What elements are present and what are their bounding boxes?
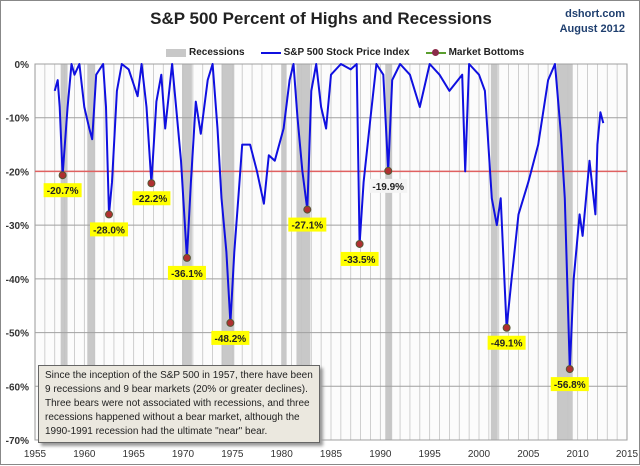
data-label: -20.7%: [47, 186, 79, 197]
x-tick-label: 1965: [123, 449, 146, 460]
data-label: -48.2%: [215, 334, 247, 345]
market-bottom-marker: [182, 253, 191, 262]
x-tick-label: 1970: [172, 449, 195, 460]
recession-band: [87, 64, 96, 440]
y-tick-label: -20%: [6, 167, 29, 178]
data-label: -33.5%: [344, 255, 376, 266]
data-label: -36.1%: [171, 269, 203, 280]
data-label-bg: [340, 251, 379, 266]
market-bottom-marker: [58, 171, 67, 180]
x-tick-label: 1960: [73, 449, 96, 460]
legend-bottoms: Market Bottoms: [425, 47, 525, 58]
marker-swatch: [425, 48, 446, 56]
annotation-box: Since the inception of the S&P 500 in 19…: [38, 365, 320, 443]
y-tick-label: -70%: [6, 436, 29, 447]
source-site: dshort.com: [565, 8, 625, 20]
data-label: -28.0%: [93, 225, 125, 236]
recession-band: [385, 64, 393, 440]
data-label: -56.8%: [554, 380, 586, 391]
legend-index: S&P 500 Stock Price Index: [260, 47, 410, 58]
x-tick-label: 2005: [517, 449, 540, 460]
chart-title: S&P 500 Percent of Highs and Recessions: [150, 9, 492, 28]
note-line: recessions happened without a bear marke…: [45, 412, 300, 423]
source-date: August 2012: [559, 23, 625, 35]
data-label-bg: [132, 191, 171, 206]
market-bottom-marker: [303, 205, 312, 214]
market-bottom-marker: [226, 318, 235, 327]
line-swatch: [260, 51, 281, 54]
data-label: -22.2%: [136, 194, 168, 205]
recession-band: [490, 64, 498, 440]
note-line: 9 recessions and 9 bear markets (20% or …: [45, 384, 308, 395]
x-tick-label: 2010: [567, 449, 590, 460]
market-bottom-marker: [105, 210, 113, 219]
x-tick-label: 1955: [24, 449, 47, 460]
data-label: -27.1%: [291, 221, 323, 232]
data-label-bg: [288, 217, 327, 232]
x-tick-label: 1980: [271, 449, 294, 460]
y-tick-label: -40%: [6, 275, 29, 286]
x-tick-label: 1985: [320, 449, 343, 460]
data-label-bg: [43, 183, 82, 198]
note-line: Since the inception of the S&P 500 in 19…: [45, 370, 313, 381]
x-tick-label: 2000: [468, 449, 491, 460]
x-tick-label: 1990: [369, 449, 392, 460]
legend-label: Market Bottoms: [448, 47, 525, 58]
x-tick-label: 2015: [616, 449, 639, 460]
data-label-bg: [550, 377, 589, 392]
data-label-bg: [487, 335, 526, 350]
y-tick-label: -30%: [6, 221, 29, 232]
source-credit: dshort.com August 2012: [560, 7, 625, 37]
y-tick-label: -10%: [6, 114, 29, 125]
market-bottom-marker: [502, 323, 511, 332]
data-label-bg: [90, 222, 128, 237]
legend-label: Recessions: [189, 47, 245, 58]
data-label: -19.9%: [372, 182, 404, 193]
data-label-bg: [167, 265, 206, 280]
x-tick-label: 1975: [221, 449, 244, 460]
sp500-line: [53, 63, 605, 371]
legend-recessions: Recessions: [166, 47, 245, 58]
market-bottom-marker: [355, 239, 364, 248]
y-tick-label: 0%: [15, 60, 30, 71]
legend-label: S&P 500 Stock Price Index: [283, 47, 410, 58]
data-label: -49.1%: [491, 339, 523, 350]
x-tick-label: 1995: [419, 449, 442, 460]
recession-swatch: [166, 48, 186, 57]
data-label-bg: [369, 178, 408, 193]
y-tick-label: -60%: [6, 382, 29, 393]
data-label-bg: [211, 330, 250, 345]
legend: Recessions S&P 500 Stock Price Index Mar…: [166, 47, 524, 58]
recession-band: [281, 64, 287, 440]
market-bottom-marker: [384, 166, 393, 175]
y-tick-label: -50%: [6, 329, 29, 340]
recession-band: [221, 64, 235, 440]
recession-band: [296, 64, 311, 440]
market-bottom-marker: [147, 179, 156, 188]
note-line: 1990-1991 recession had the ultimate "ne…: [45, 426, 268, 437]
recession-band: [60, 64, 68, 440]
note-line: Three bears were not associated with rec…: [45, 398, 310, 409]
market-bottom-marker: [565, 365, 574, 374]
